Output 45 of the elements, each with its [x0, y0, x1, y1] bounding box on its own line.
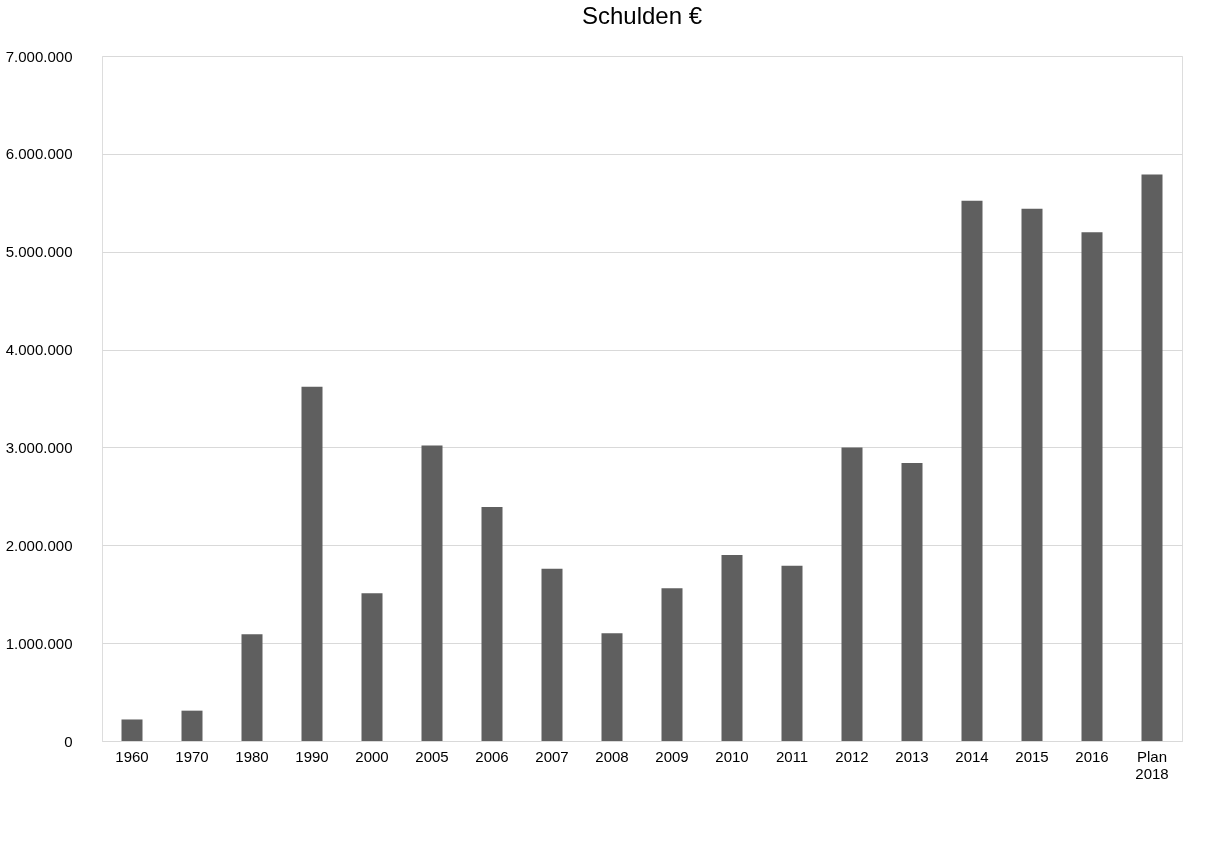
- bar: [721, 555, 743, 741]
- bar: [421, 445, 443, 741]
- x-tick-label: 1990: [295, 747, 329, 765]
- x-tick-label: 1980: [235, 747, 269, 765]
- y-tick-label: 7.000.000: [5, 47, 73, 65]
- x-tick-label: Plan 2018: [1135, 747, 1169, 782]
- bar: [661, 588, 683, 741]
- y-tick-label: 0: [64, 732, 73, 750]
- x-tick-label: 1960: [115, 747, 149, 765]
- x-tick-label: 2012: [835, 747, 869, 765]
- bar: [241, 634, 263, 741]
- x-tick-label: 2000: [355, 747, 389, 765]
- x-tick-label: 2010: [715, 747, 749, 765]
- bar: [961, 200, 983, 741]
- y-tick-label: 1.000.000: [5, 634, 73, 652]
- bar: [601, 633, 623, 741]
- x-tick-label: 2006: [475, 747, 509, 765]
- bar: [181, 710, 203, 741]
- x-tick-label: 2015: [1015, 747, 1049, 765]
- x-tick-label: 2007: [535, 747, 569, 765]
- x-tick-label: 2008: [595, 747, 629, 765]
- x-tick-label: 2016: [1075, 747, 1109, 765]
- x-tick-label: 2013: [895, 747, 929, 765]
- y-tick-label: 2.000.000: [5, 536, 73, 554]
- bar: [301, 386, 323, 741]
- bar: [841, 447, 863, 741]
- y-tick-label: 6.000.000: [5, 145, 73, 163]
- y-tick-label: 3.000.000: [5, 438, 73, 456]
- bar: [481, 507, 503, 741]
- x-tick-label: 2011: [775, 747, 809, 765]
- y-tick-label: 4.000.000: [5, 341, 73, 359]
- x-tick-label: 1970: [175, 747, 209, 765]
- bar: [361, 593, 383, 741]
- bar: [1081, 232, 1103, 741]
- bar: [541, 568, 563, 741]
- x-tick-label: 2014: [955, 747, 989, 765]
- bar: [1141, 174, 1163, 741]
- bar: [1021, 208, 1043, 741]
- bar: [781, 565, 803, 741]
- bar: [121, 719, 143, 741]
- bar: [901, 463, 923, 741]
- y-tick-label: 5.000.000: [5, 243, 73, 261]
- x-tick-label: 2009: [655, 747, 689, 765]
- x-tick-label: 2005: [415, 747, 449, 765]
- chart-title: Schulden €: [581, 2, 703, 29]
